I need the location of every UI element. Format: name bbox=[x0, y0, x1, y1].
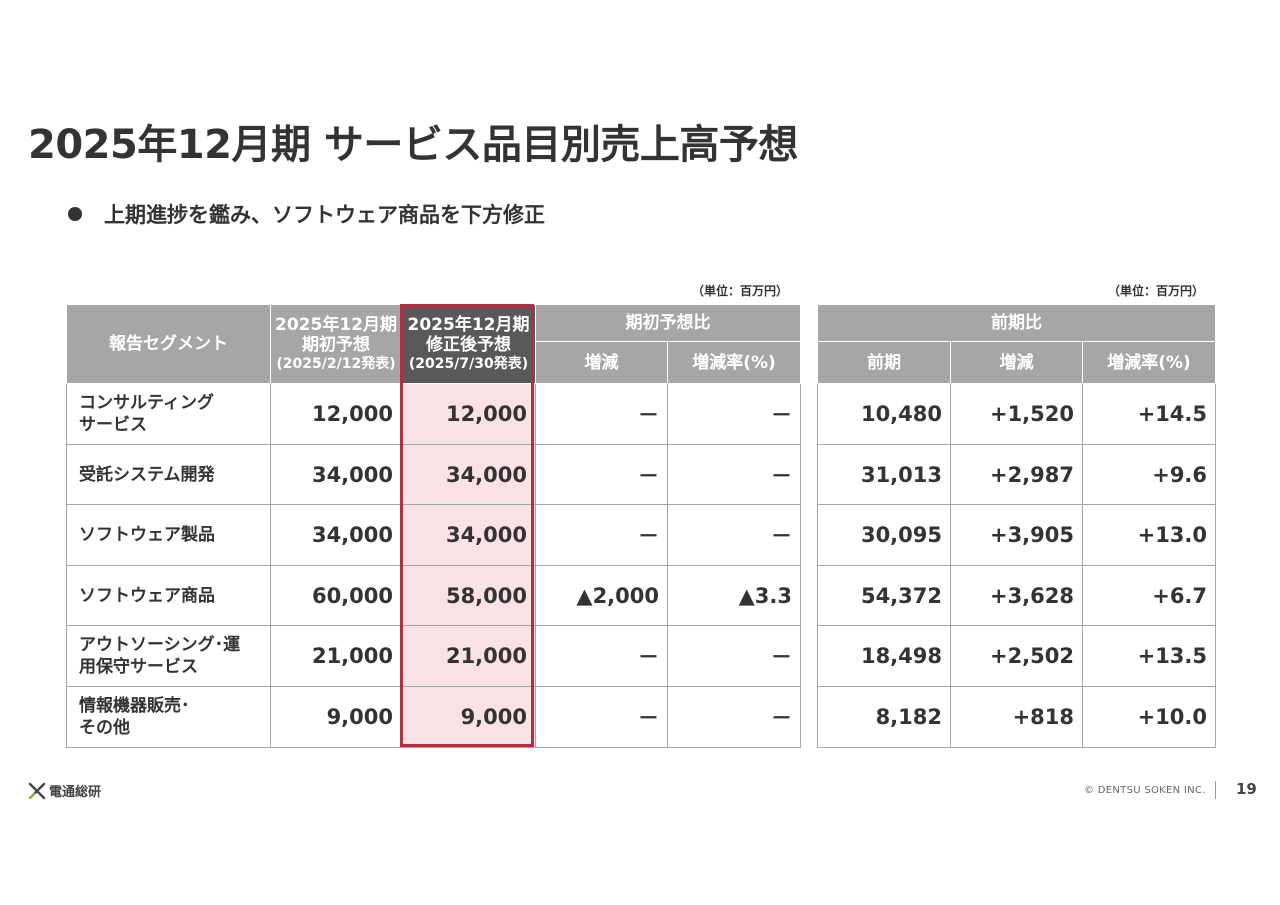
segment-name: ソフトウェア商品 bbox=[66, 565, 271, 626]
initial-value: 60,000 bbox=[270, 565, 402, 626]
rate-value: +10.0 bbox=[1081, 686, 1217, 748]
change-value: +2,502 bbox=[950, 625, 1083, 687]
segment-name: コンサルティング サービス bbox=[66, 383, 271, 445]
segment-name: 受託システム開発 bbox=[66, 444, 271, 505]
copyright: © DENTSU SOKEN INC. bbox=[1084, 785, 1206, 796]
change-value: +3,628 bbox=[950, 565, 1083, 626]
revised-value: 12,000 bbox=[401, 383, 536, 445]
header-rate: 増減率(%) bbox=[667, 341, 801, 384]
unit-label-right: （単位：百万円） bbox=[1108, 284, 1205, 298]
change-value: － bbox=[535, 444, 668, 505]
header-revised-forecast: 2025年12月期 修正後予想 (2025/7/30発表) bbox=[401, 304, 536, 384]
table-row: コンサルティング サービス 12,000 12,000 － － bbox=[66, 383, 801, 445]
prior-value: 54,372 bbox=[817, 565, 951, 626]
header-vs-initial: 期初予想比 bbox=[535, 304, 801, 342]
segment-name: ソフトウェア製品 bbox=[66, 504, 271, 566]
rate-value: － bbox=[667, 625, 801, 687]
table-row: 10,480 +1,520 +14.5 bbox=[817, 383, 1217, 445]
company-logo: 電通総研 bbox=[28, 781, 101, 800]
unit-label-left: （単位：百万円） bbox=[692, 284, 789, 298]
prior-value: 18,498 bbox=[817, 625, 951, 687]
rate-value: － bbox=[667, 383, 801, 445]
segment-name: アウトソーシング･運 用保守サービス bbox=[66, 625, 271, 687]
change-value: － bbox=[535, 686, 668, 748]
table-row: ソフトウェア製品 34,000 34,000 － － bbox=[66, 504, 801, 566]
prior-value: 31,013 bbox=[817, 444, 951, 505]
page-number: 19 bbox=[1236, 780, 1257, 798]
change-value: － bbox=[535, 625, 668, 687]
logo-text: 電通総研 bbox=[49, 785, 102, 800]
rate-value: ▲3.3 bbox=[667, 565, 801, 626]
prior-value: 30,095 bbox=[817, 504, 951, 566]
change-value: +1,520 bbox=[950, 383, 1083, 445]
rate-value: +13.0 bbox=[1081, 504, 1217, 566]
revised-value: 58,000 bbox=[401, 565, 536, 626]
table-row: 受託システム開発 34,000 34,000 － － bbox=[66, 444, 801, 505]
rate-value: － bbox=[667, 444, 801, 505]
rate-value: +13.5 bbox=[1081, 625, 1217, 687]
header-change: 増減 bbox=[950, 341, 1083, 384]
header-vs-prior: 前期比 bbox=[816, 304, 1217, 342]
change-value: +2,987 bbox=[950, 444, 1083, 505]
table-row: 30,095 +3,905 +13.0 bbox=[817, 504, 1217, 566]
revised-value: 21,000 bbox=[401, 625, 536, 687]
table-row: 54,372 +3,628 +6.7 bbox=[817, 565, 1217, 626]
header-rate: 増減率(%) bbox=[1081, 341, 1217, 384]
header-change: 増減 bbox=[535, 341, 668, 384]
initial-value: 34,000 bbox=[270, 504, 402, 566]
initial-value: 12,000 bbox=[270, 383, 402, 445]
table-row: 8,182 +818 +10.0 bbox=[817, 686, 1217, 748]
summary-bullet: 上期進捗を鑑み、ソフトウェア商品を下方修正 bbox=[68, 199, 545, 229]
table-row: 31,013 +2,987 +9.6 bbox=[817, 444, 1217, 505]
prior-value: 8,182 bbox=[817, 686, 951, 748]
bullet-icon bbox=[68, 207, 82, 221]
prior-value: 10,480 bbox=[817, 383, 951, 445]
table-row: ソフトウェア商品 60,000 58,000 ▲2,000 ▲3.3 bbox=[66, 565, 801, 626]
table-row: 18,498 +2,502 +13.5 bbox=[817, 625, 1217, 687]
revised-value: 9,000 bbox=[401, 686, 536, 748]
change-value: － bbox=[535, 383, 668, 445]
change-value: ▲2,000 bbox=[535, 565, 668, 626]
rate-value: － bbox=[667, 504, 801, 566]
change-value: +3,905 bbox=[950, 504, 1083, 566]
table-row: アウトソーシング･運 用保守サービス 21,000 21,000 － － bbox=[66, 625, 801, 687]
rate-value: +6.7 bbox=[1081, 565, 1217, 626]
table-row: 情報機器販売･ その他 9,000 9,000 － － bbox=[66, 686, 801, 748]
footer-divider bbox=[1215, 781, 1216, 799]
rate-value: +9.6 bbox=[1081, 444, 1217, 505]
rate-value: +14.5 bbox=[1081, 383, 1217, 445]
revised-value: 34,000 bbox=[401, 444, 536, 505]
rate-value: － bbox=[667, 686, 801, 748]
logo-mark-icon bbox=[28, 782, 46, 800]
prior-year-table: 前期比 前期 増減 増減率(%) 10,480 +1,520 +14.5 31,… bbox=[816, 304, 1217, 748]
initial-value: 21,000 bbox=[270, 625, 402, 687]
change-value: － bbox=[535, 504, 668, 566]
revised-value: 34,000 bbox=[401, 504, 536, 566]
summary-text: 上期進捗を鑑み、ソフトウェア商品を下方修正 bbox=[104, 203, 545, 227]
forecast-table: 報告セグメント 2025年12月期 期初予想 (2025/2/12発表) 202… bbox=[66, 304, 801, 748]
initial-value: 34,000 bbox=[270, 444, 402, 505]
page-title: 2025年12月期 サービス品目別売上高予想 bbox=[28, 122, 798, 168]
change-value: +818 bbox=[950, 686, 1083, 748]
initial-value: 9,000 bbox=[270, 686, 402, 748]
segment-name: 情報機器販売･ その他 bbox=[66, 686, 271, 748]
header-initial-forecast: 2025年12月期 期初予想 (2025/2/12発表) bbox=[270, 304, 402, 384]
header-segment: 報告セグメント bbox=[66, 304, 271, 384]
header-prior: 前期 bbox=[817, 341, 951, 384]
